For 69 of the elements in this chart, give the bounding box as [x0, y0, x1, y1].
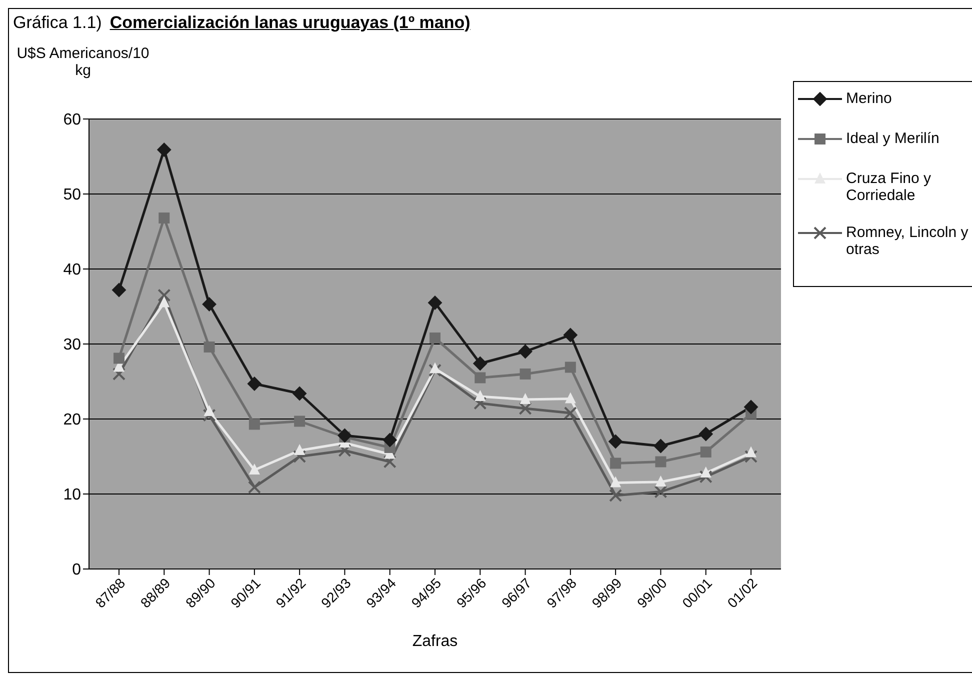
point [744, 400, 758, 414]
point [248, 418, 260, 430]
point [294, 444, 306, 455]
point [608, 434, 623, 448]
point [564, 406, 577, 420]
legend-label: Cruza Fino y Corriedale [846, 170, 932, 204]
point [112, 368, 126, 380]
legend-label: Romney, Lincoln y otras [846, 224, 970, 258]
legend-label: Ideal y Merilín [846, 130, 940, 147]
point [746, 446, 756, 458]
point [699, 470, 712, 484]
point [520, 368, 531, 380]
point [474, 372, 486, 384]
point [202, 297, 216, 312]
point [655, 476, 666, 486]
y-tick-label: 40 [63, 262, 82, 279]
chart-title: Comercialización lanas uruguayas (1º mano) [110, 13, 470, 32]
point [204, 342, 215, 352]
point [700, 466, 712, 478]
point [338, 428, 352, 442]
point [518, 402, 532, 415]
point [654, 485, 668, 498]
point [248, 480, 261, 494]
point [744, 450, 758, 463]
point [248, 464, 260, 474]
point [610, 476, 622, 488]
x-axis-title: Zafras [412, 633, 458, 650]
point [157, 142, 172, 157]
point [473, 356, 488, 370]
point [428, 364, 442, 377]
point [338, 444, 352, 457]
y-tick-label: 30 [63, 336, 82, 354]
point [158, 296, 170, 308]
y-tick-label: 10 [63, 486, 82, 504]
y-tick-label: 50 [63, 186, 82, 204]
point [158, 288, 171, 302]
point [474, 396, 487, 410]
point [564, 362, 576, 373]
point [563, 328, 578, 342]
point [247, 376, 262, 391]
y-axis-title: U$S Americanos/10 kg [16, 45, 150, 79]
point [474, 390, 486, 401]
y-tick-label: 0 [72, 562, 82, 579]
point [158, 212, 170, 224]
point [654, 439, 668, 453]
point [609, 489, 622, 502]
text: Gráfica 1.1) [13, 13, 102, 32]
point [112, 283, 126, 297]
point [114, 352, 124, 364]
point [518, 344, 532, 358]
point [698, 427, 713, 441]
y-tick-label: 20 [63, 412, 82, 429]
point [655, 456, 666, 468]
point [430, 332, 440, 344]
point [293, 450, 306, 463]
point [610, 458, 622, 469]
point [294, 416, 306, 427]
y-tick-label: 60 [63, 112, 82, 129]
point [383, 455, 396, 468]
point [520, 393, 531, 404]
point [428, 296, 442, 310]
point [204, 405, 215, 416]
point [292, 386, 307, 400]
point [430, 362, 440, 374]
point [202, 408, 216, 422]
point [564, 392, 576, 404]
point [382, 433, 397, 447]
point [700, 446, 712, 458]
legend-label: Merino [846, 90, 892, 107]
